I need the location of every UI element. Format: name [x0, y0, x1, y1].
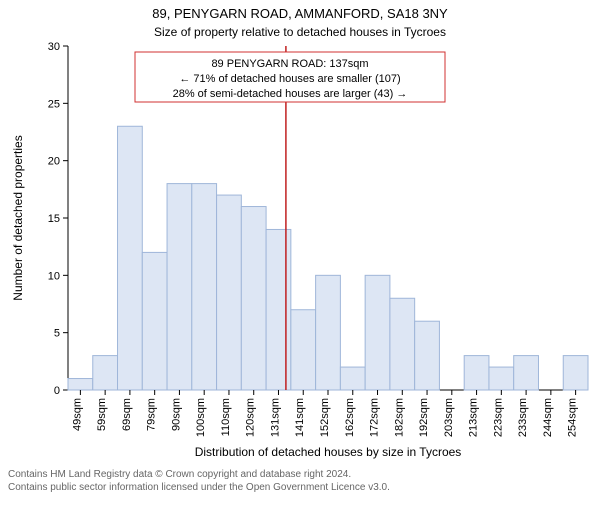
x-tick-label: 90sqm — [170, 398, 182, 431]
histogram-bar — [489, 367, 514, 390]
y-tick-label: 5 — [54, 328, 60, 340]
x-tick-label: 59sqm — [96, 398, 108, 431]
x-tick-label: 223sqm — [492, 398, 504, 437]
histogram-bar — [316, 275, 341, 390]
y-tick-label: 30 — [48, 41, 60, 53]
histogram-bar — [291, 310, 316, 390]
x-tick-label: 213sqm — [468, 398, 480, 437]
y-tick-label: 20 — [48, 156, 60, 168]
x-tick-label: 182sqm — [393, 398, 405, 437]
footer-attribution: Contains HM Land Registry data © Crown c… — [8, 468, 390, 494]
histogram-bar — [68, 379, 93, 390]
y-tick-label: 10 — [48, 270, 60, 282]
x-tick-label: 69sqm — [121, 398, 133, 431]
x-tick-label: 233sqm — [517, 398, 529, 437]
x-tick-label: 79sqm — [146, 398, 158, 431]
histogram-bar — [340, 367, 365, 390]
x-tick-label: 152sqm — [319, 398, 331, 437]
histogram-bar — [167, 184, 192, 390]
chart-title-line1: 89, PENYGARN ROAD, AMMANFORD, SA18 3NY — [152, 6, 448, 21]
histogram-bar — [563, 356, 588, 390]
y-axis-label: Number of detached properties — [11, 135, 25, 300]
histogram-bar — [464, 356, 489, 390]
histogram-bar — [142, 252, 167, 390]
histogram-bar — [93, 356, 118, 390]
histogram-svg: 89, PENYGARN ROAD, AMMANFORD, SA18 3NY Si… — [0, 0, 600, 500]
histogram-bar — [415, 321, 440, 390]
x-tick-label: 244sqm — [542, 398, 554, 437]
y-tick-label: 0 — [54, 385, 60, 397]
histogram-bar — [390, 298, 415, 390]
chart-container: 89, PENYGARN ROAD, AMMANFORD, SA18 3NY Si… — [0, 0, 600, 500]
x-tick-label: 192sqm — [418, 398, 430, 437]
x-tick-label: 141sqm — [294, 398, 306, 437]
annotation-line2: ← 71% of detached houses are smaller (10… — [179, 73, 400, 85]
histogram-bar — [192, 184, 217, 390]
histogram-bar — [118, 126, 143, 390]
x-tick-label: 110sqm — [220, 398, 232, 436]
histogram-bar — [217, 195, 242, 390]
footer-line2: Contains public sector information licen… — [8, 481, 390, 494]
x-axis-label: Distribution of detached houses by size … — [195, 445, 462, 459]
histogram-bar — [365, 275, 390, 390]
annotation-line3: 28% of semi-detached houses are larger (… — [173, 88, 408, 100]
x-tick-label: 49sqm — [71, 398, 83, 431]
y-tick-label: 15 — [48, 213, 60, 225]
x-tick-label: 203sqm — [443, 398, 455, 437]
chart-title-line2: Size of property relative to detached ho… — [154, 25, 446, 39]
annotation-line1: 89 PENYGARN ROAD: 137sqm — [211, 58, 368, 70]
histogram-bar — [266, 229, 291, 390]
histogram-bar — [514, 356, 539, 390]
footer-line1: Contains HM Land Registry data © Crown c… — [8, 468, 390, 481]
x-tick-label: 254sqm — [567, 398, 579, 437]
y-tick-label: 25 — [48, 98, 60, 110]
x-tick-label: 162sqm — [344, 398, 356, 437]
x-tick-label: 172sqm — [369, 398, 381, 437]
x-tick-label: 120sqm — [245, 398, 257, 437]
x-tick-label: 100sqm — [195, 398, 207, 437]
histogram-bar — [241, 207, 266, 390]
x-tick-label: 131sqm — [269, 398, 281, 437]
